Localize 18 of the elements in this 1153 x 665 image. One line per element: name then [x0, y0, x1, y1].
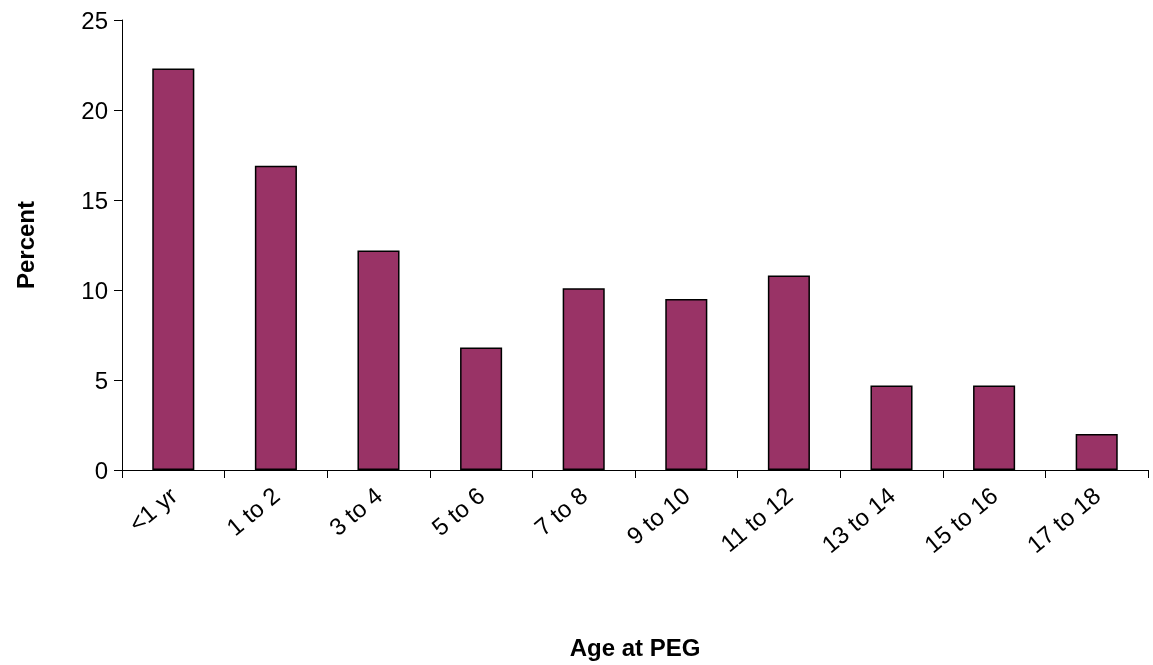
x-tick-label: 11 to 12 [715, 481, 798, 557]
x-tick-label: 7 to 8 [529, 481, 593, 541]
y-tick-label: 10 [81, 276, 108, 304]
x-tick-label: 13 to 14 [816, 481, 901, 559]
y-tick-label: 5 [94, 366, 108, 394]
y-tick-label: 20 [81, 96, 108, 124]
x-tick-label: <1 yr [123, 481, 182, 538]
x-tick-label: 1 to 2 [221, 481, 285, 541]
y-tick-label: 25 [81, 6, 108, 34]
x-tick-label: 15 to 16 [918, 481, 1003, 559]
x-tick-label: 3 to 4 [323, 481, 388, 541]
y-axis-title: Percent [11, 200, 39, 290]
x-tick-label: 17 to 18 [1021, 481, 1106, 559]
x-tick-label: 5 to 6 [426, 481, 490, 541]
x-tick-label: 9 to 10 [621, 481, 695, 550]
y-tick-label: 15 [81, 186, 108, 214]
y-tick-label: 0 [94, 456, 108, 484]
x-axis-title: Age at PEG [569, 633, 701, 661]
